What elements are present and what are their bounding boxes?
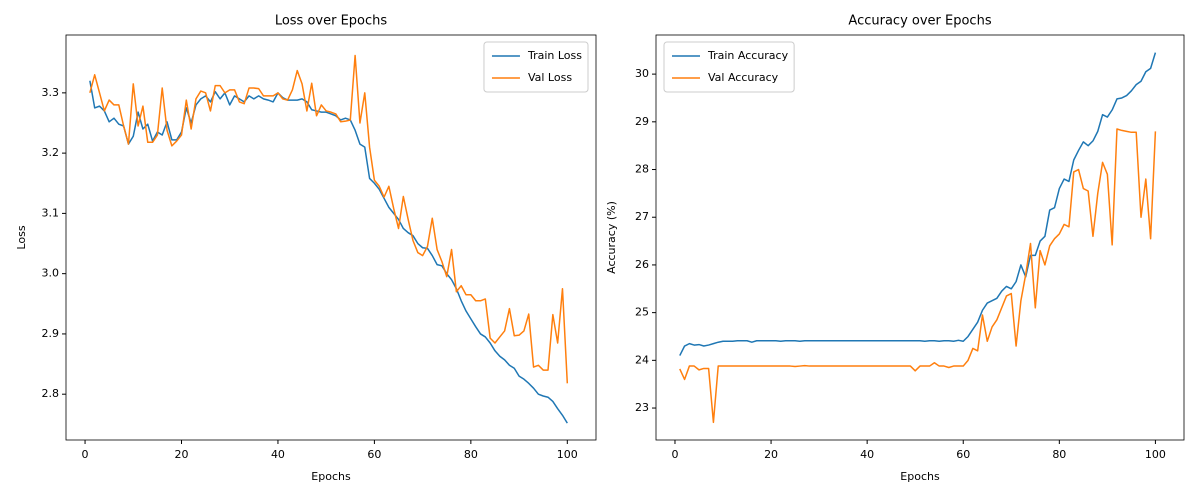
y-tick-label: 23: [635, 401, 649, 414]
axes-frame: [65, 34, 597, 441]
series-line: [89, 54, 569, 384]
x-tick-label: 80: [1052, 448, 1066, 461]
y-tick-label: 3.2: [42, 146, 60, 159]
y-tick-label: 2.8: [42, 387, 60, 400]
y-tick-label: 29: [635, 115, 649, 128]
legend: Train Loss Val Loss: [483, 41, 589, 93]
subplot-title: Accuracy over Epochs: [848, 14, 991, 29]
legend-label: Train Loss: [527, 49, 582, 62]
axes-frame: [655, 34, 1185, 441]
x-tick-label: 100: [1145, 448, 1166, 461]
y-tick-label: 2.9: [42, 327, 60, 340]
series-line: [679, 52, 1157, 356]
legend-label: Val Accuracy: [708, 71, 779, 84]
y-tick-label: 24: [635, 353, 649, 366]
x-tick-label: 20: [764, 448, 778, 461]
y-tick-label: 26: [635, 258, 649, 271]
y-tick-label: 3.0: [42, 267, 60, 280]
x-tick-label: 100: [557, 448, 578, 461]
y-axis-label: Accuracy (%): [605, 201, 618, 274]
y-tick-label: 28: [635, 163, 649, 176]
y-tick-label: 27: [635, 210, 649, 223]
subplot: Accuracy over Epochs Epochs Accuracy (%) 0 2…: [605, 14, 1185, 483]
legend-label: Val Loss: [528, 71, 572, 84]
legend-frame: [483, 41, 589, 93]
legend-frame: [663, 41, 795, 93]
x-tick-label: 20: [175, 448, 189, 461]
x-tick-label: 60: [956, 448, 970, 461]
x-axis-label: Epochs: [311, 470, 351, 483]
x-tick-label: 60: [367, 448, 381, 461]
y-tick-label: 25: [635, 306, 649, 319]
x-tick-label: 40: [271, 448, 285, 461]
series-line: [679, 128, 1157, 424]
x-tick-label: 0: [671, 448, 678, 461]
subplot: Loss over Epochs Epochs Loss 0 20 40 60 80 100 2.…: [15, 14, 597, 483]
y-axis-label: Loss: [15, 225, 28, 249]
x-tick-label: 40: [860, 448, 874, 461]
subplot-title: Loss over Epochs: [275, 14, 388, 29]
legend-label: Train Accuracy: [707, 49, 789, 62]
x-tick-label: 80: [464, 448, 478, 461]
y-tick-label: 3.1: [42, 206, 60, 219]
legend: Train Accuracy Val Accuracy: [663, 41, 795, 93]
y-tick-label: 30: [635, 67, 649, 80]
x-axis-label: Epochs: [900, 470, 940, 483]
x-tick-label: 0: [82, 448, 89, 461]
y-tick-label: 3.3: [42, 86, 60, 99]
series-line: [89, 80, 568, 424]
